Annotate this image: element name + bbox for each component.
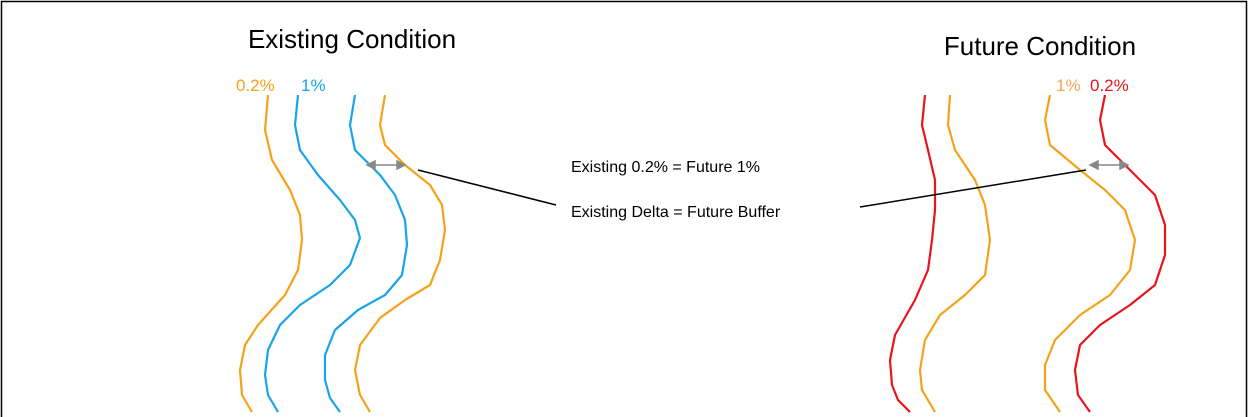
left-title: Existing Condition: [248, 24, 456, 54]
line-blue: [263, 94, 362, 413]
leader-line: [417, 169, 557, 206]
line-blue: [323, 94, 409, 413]
right-title: Future Condition: [944, 31, 1136, 61]
line-red: [1073, 94, 1167, 413]
annotation: Existing 0.2% = Future 1%: [571, 159, 760, 176]
label-orange: 1%: [1056, 76, 1081, 95]
label-red: 0.2%: [1090, 76, 1129, 95]
buffer-arrow: [1088, 159, 1130, 171]
line-orange: [353, 94, 447, 413]
line-red: [888, 94, 937, 413]
label-orange: 0.2%: [236, 76, 275, 95]
leader-line: [859, 169, 1087, 208]
label-blue: 1%: [301, 76, 326, 95]
line-orange: [1043, 94, 1137, 413]
line-orange: [918, 94, 992, 413]
line-orange: [238, 94, 304, 413]
delta-arrow: [365, 159, 407, 171]
annotation: Existing Delta = Future Buffer: [571, 204, 781, 221]
